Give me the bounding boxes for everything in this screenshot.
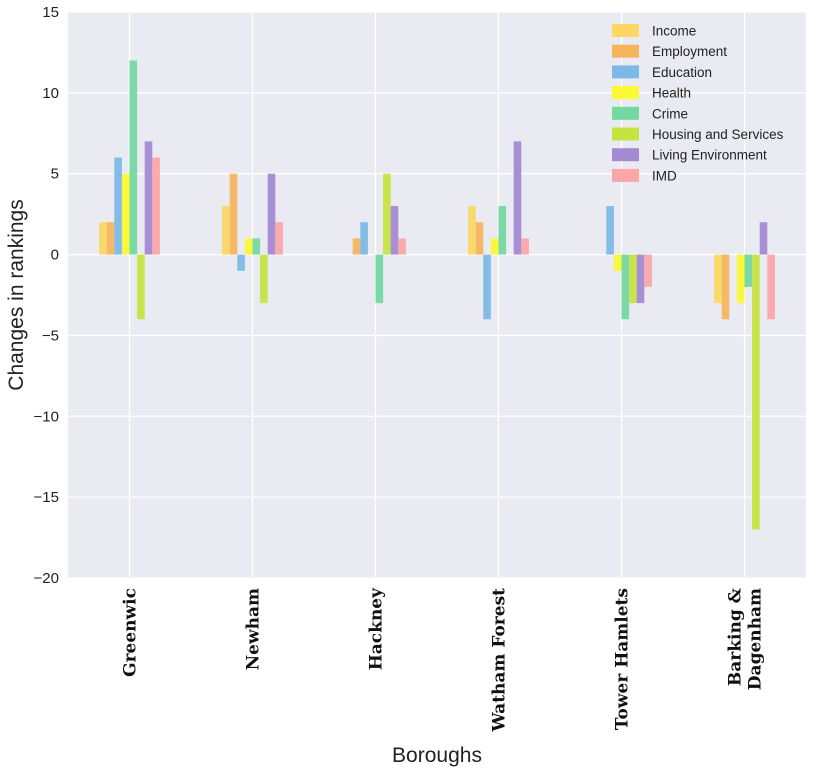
legend-swatch [612,127,639,141]
y-tick-label: −10 [34,408,59,425]
legend-swatch [612,65,639,79]
bar-imd-5 [767,254,775,320]
x-category-label: Tower Hamlets [613,588,633,730]
bar-crime-5 [744,254,753,287]
legend: Income Employment Education Health Crime Hous… [612,24,784,183]
x-category-label: Greenwic [121,588,141,677]
y-tick-label: −5 [42,327,59,344]
legend-swatch [612,148,639,162]
bar-income-0 [99,222,107,255]
bar-imd-3 [521,238,529,255]
bar-health-0 [121,173,130,255]
bar-living-environment-5 [759,222,768,255]
bar-income-1 [222,206,230,255]
legend-swatch [612,44,639,58]
x-axis-title: Boroughs [392,744,482,767]
y-tick-labels: 15 10 5 0 −5 −10 −15 −20 [34,4,59,587]
legend-label: Health [652,86,691,101]
bar-imd-0 [152,157,160,255]
bar-employment-0 [106,222,115,255]
bar-housing-and-services-2 [383,173,391,255]
bar-education-3 [483,254,491,320]
legend-item: Living Environment [612,148,767,163]
legend-item: IMD [612,168,677,183]
y-tick-label: 5 [51,166,59,183]
bar-health-4 [613,254,622,271]
bar-employment-1 [229,173,238,255]
x-category-label-line: Dagenham [746,588,766,690]
legend-label: Crime [652,106,688,121]
y-tick-label: −20 [34,570,59,587]
bar-income-3 [468,206,476,255]
y-tick-label: 0 [51,247,59,264]
bar-imd-2 [398,238,406,255]
bar-living-environment-1 [267,173,276,255]
x-category-label-line: Watham Forest [490,588,510,733]
x-category-labels: Greenwic Newham Hackney Watham Forest Tower … [121,587,766,733]
bar-housing-and-services-1 [260,254,268,304]
bar-income-5 [714,254,722,304]
plot-background [68,12,806,578]
bar-employment-3 [475,222,484,255]
x-category-label: Watham Forest [490,588,510,733]
bar-employment-2 [352,238,361,255]
legend-item: Housing and Services [612,127,784,142]
legend-label: Employment [652,44,727,59]
legend-label: Housing and Services [652,127,784,142]
x-category-label: Hackney [367,587,387,670]
bar-living-environment-4 [636,254,645,304]
y-axis-title: Changes in rankings [5,199,28,390]
legend-item: Income [612,24,696,39]
bar-health-3 [490,238,499,255]
bar-education-0 [114,157,122,255]
bar-crime-2 [375,254,384,304]
legend-label: Income [652,24,696,39]
bar-housing-and-services-4 [629,254,637,304]
legend-item: Crime [612,106,688,121]
bar-crime-3 [498,206,507,255]
legend-item: Health [612,86,691,101]
legend-label: Living Environment [652,148,767,163]
bar-imd-4 [644,254,652,287]
legend-label: Education [652,65,712,80]
legend-item: Education [612,65,712,80]
legend-label: IMD [652,168,677,183]
legend-swatch [612,86,639,100]
bar-imd-1 [275,222,283,255]
bar-education-1 [237,254,245,271]
bar-crime-4 [621,254,630,320]
x-category-label-line: Newham [244,588,264,670]
bar-housing-and-services-0 [137,254,145,320]
x-category-label-line: Hackney [367,587,387,670]
bar-crime-1 [252,238,261,255]
x-category-label: Barking & Dagenham [726,587,766,690]
bar-living-environment-2 [390,206,399,255]
legend-swatch [612,168,639,182]
bar-living-environment-0 [144,141,153,255]
legend-item: Employment [612,44,727,59]
bar-health-1 [244,238,253,255]
y-tick-label: 10 [42,85,59,102]
y-tick-label: 15 [42,4,59,21]
bar-health-5 [736,254,745,304]
bar-living-environment-3 [513,141,522,255]
bar-housing-and-services-5 [752,254,760,530]
bars [99,60,775,530]
legend-swatch [612,106,639,120]
x-category-label-line: Greenwic [121,588,141,677]
bar-education-4 [606,206,614,255]
bar-crime-0 [129,60,138,255]
x-category-label-line: Tower Hamlets [613,588,633,730]
bar-education-2 [360,222,368,255]
x-category-label-line: Barking & [726,587,746,686]
legend-swatch [612,24,639,37]
y-tick-label: −15 [34,489,59,506]
x-category-label: Newham [244,588,264,670]
bar-employment-5 [721,254,730,320]
